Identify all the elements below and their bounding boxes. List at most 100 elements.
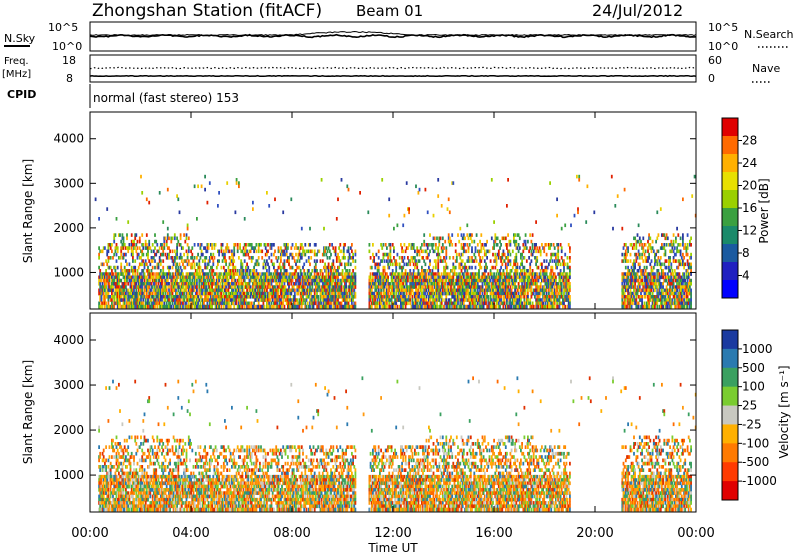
power-cell-951: [182, 262, 184, 267]
power-cell-393: [134, 236, 137, 241]
power-cell-4473: [521, 278, 523, 283]
power-cell-4279: [504, 236, 507, 241]
power-cell-1938: [274, 197, 276, 202]
power-cell-560: [147, 301, 149, 306]
power-cell-404: [134, 295, 137, 299]
power-cell-2979: [386, 278, 388, 283]
power-cell-4029: [481, 272, 484, 276]
power-cell-4408: [515, 265, 518, 270]
power-cell-3187: [405, 285, 408, 289]
power-cell-935: [179, 304, 182, 309]
power-cell-4527: [525, 295, 528, 299]
power-cell-55: [102, 295, 105, 299]
power-cell-1538: [235, 178, 238, 182]
power-cell-219: [119, 256, 121, 260]
power-cell-1057: [191, 275, 194, 280]
power-cell-3003: [388, 265, 391, 270]
power-cell-3170: [404, 269, 407, 273]
power-cell-2755: [351, 282, 353, 286]
power-cell-3599: [443, 272, 445, 276]
power-cell-2363: [314, 278, 317, 283]
power-cell-2713: [347, 249, 350, 254]
power-cell-2967: [384, 278, 387, 283]
power-cell-1592: [240, 291, 243, 296]
power-cell-4276: [503, 295, 506, 299]
power-cell-691: [159, 252, 162, 257]
power-cell-2460: [324, 304, 326, 309]
power-cell-1972: [276, 301, 279, 306]
power-cell-683: [158, 285, 161, 289]
power-cell-3361: [422, 256, 424, 260]
power-cell-1580: [239, 301, 241, 306]
power-cell-1250: [208, 285, 211, 289]
power-cell-110: [108, 272, 111, 276]
power-cell-4218: [499, 275, 501, 280]
power-cell-1619: [242, 291, 245, 296]
power-cell-2174: [296, 278, 299, 283]
power-cell-4017: [480, 259, 483, 263]
power-cell-1494: [231, 298, 233, 302]
power-cell-3207: [408, 259, 410, 263]
power-cell-3994: [478, 285, 480, 289]
power-cell-3346: [421, 256, 423, 260]
power-cell-479: [141, 243, 144, 247]
power-cell-946: [180, 291, 183, 296]
power-cell-1563: [238, 282, 240, 286]
power-cell-593: [150, 282, 153, 286]
power-cell-1134: [198, 288, 201, 293]
power-cell-1348: [218, 272, 220, 276]
power-cell-726: [162, 272, 165, 276]
power-cell-3376: [423, 272, 426, 276]
power-cell-2221: [300, 243, 303, 247]
power-cell-3913: [471, 259, 473, 263]
power-cell-2423: [321, 275, 324, 280]
power-cell-3596: [443, 256, 445, 260]
power-cell-1698: [250, 256, 253, 260]
power-cell-2821: [369, 295, 372, 299]
power-cell-1711: [252, 272, 254, 276]
power-cell-2468: [325, 282, 328, 286]
power-cell-1883: [268, 278, 271, 283]
power-cell-1383: [221, 278, 224, 283]
power-cell-3448: [429, 298, 431, 302]
power-cell-1962: [276, 259, 279, 263]
cpid-text: normal (fast stereo) 153: [93, 91, 239, 105]
power-cell-1817: [262, 272, 265, 276]
power-cell-2077: [285, 291, 288, 296]
power-cell-3176: [404, 295, 407, 299]
power-cell-2408: [319, 301, 322, 306]
power-cell-4641: [537, 295, 540, 299]
power-cell-4042: [482, 278, 485, 283]
power-cell-1849: [264, 288, 267, 293]
power-cell-861: [175, 252, 177, 257]
power-cell-1669: [247, 301, 250, 306]
power-cell-107: [108, 243, 111, 247]
power-cell-3198: [407, 275, 409, 280]
power-cell-3573: [440, 249, 443, 254]
power-cell-1498: [232, 259, 234, 263]
power-cell-4851: [558, 272, 561, 276]
power-cell-2731: [348, 282, 351, 286]
power-cell-1288: [212, 262, 215, 267]
power-cell-3094: [397, 278, 400, 283]
power-cell-4678: [542, 272, 544, 276]
power-cell-4967: [570, 223, 572, 228]
power-cell-2448: [324, 262, 326, 267]
power-cell-4646: [538, 249, 541, 254]
power-cell-3362: [422, 269, 424, 273]
power-cell-1785: [259, 243, 261, 247]
power-cell-4357: [510, 288, 513, 293]
power-cell-3543: [437, 291, 440, 296]
power-cell-191: [116, 246, 119, 250]
power-cell-1937: [273, 304, 275, 309]
power-cell-3933: [472, 298, 474, 302]
power-cell-3716: [453, 304, 456, 309]
power-cell-4070: [485, 282, 487, 286]
power-cell-222: [119, 285, 121, 289]
power-cell-1446: [227, 269, 230, 273]
power-cell-4105: [488, 304, 491, 309]
power-cell-1591: [240, 285, 243, 289]
power-cell-4663: [539, 288, 542, 293]
power-cell-972: [184, 239, 187, 244]
power-cell-109: [108, 265, 111, 270]
